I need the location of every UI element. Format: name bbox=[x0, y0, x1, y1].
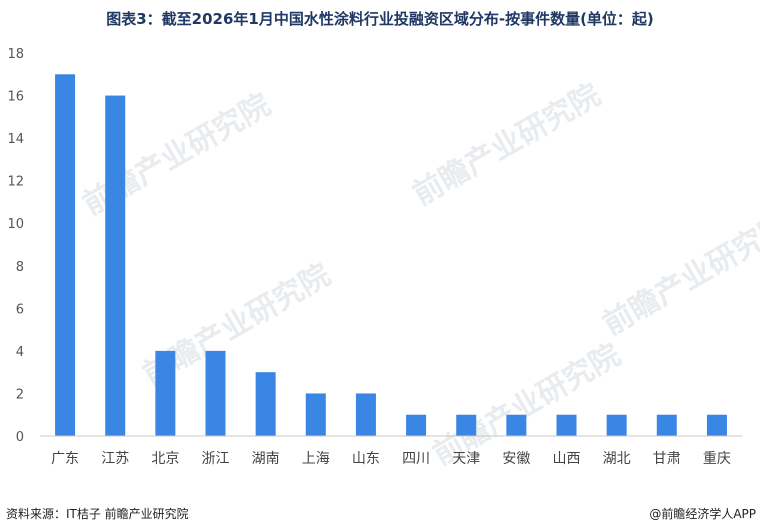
x-axis-labels: 广东 江苏 北京 浙江 湖南 上海 山东 四川 天津 安徽 山西 湖北 甘肃 重庆 bbox=[51, 451, 731, 467]
y-tick-label: 2 bbox=[16, 387, 24, 402]
bar-北京 bbox=[155, 350, 176, 436]
y-tick-label: 4 bbox=[16, 345, 24, 360]
y-tick-label: 10 bbox=[7, 217, 24, 232]
bar-山西 bbox=[556, 414, 577, 436]
bar-上海 bbox=[305, 393, 326, 436]
y-tick-label: 12 bbox=[7, 175, 24, 190]
x-tick-label: 北京 bbox=[151, 451, 179, 467]
bar-四川 bbox=[406, 414, 427, 436]
bar-重庆 bbox=[706, 414, 727, 436]
x-tick-label: 重庆 bbox=[703, 451, 731, 467]
x-tick-label: 湖南 bbox=[252, 451, 280, 467]
y-tick-label: 14 bbox=[7, 132, 24, 147]
x-tick-label: 山西 bbox=[553, 451, 581, 467]
bar-湖南 bbox=[255, 372, 276, 436]
y-tick-label: 18 bbox=[7, 47, 24, 62]
y-axis-ticks: 0 2 4 6 8 10 12 14 16 18 bbox=[7, 47, 24, 445]
x-tick-label: 天津 bbox=[452, 451, 480, 467]
source-note: 资料来源：IT桔子 前瞻产业研究院 bbox=[6, 507, 189, 521]
x-tick-label: 广东 bbox=[51, 451, 79, 467]
bar-江苏 bbox=[105, 95, 126, 437]
bar-湖北 bbox=[606, 414, 627, 436]
x-tick-label: 上海 bbox=[302, 451, 330, 467]
x-tick-label: 四川 bbox=[402, 451, 430, 467]
x-tick-label: 浙江 bbox=[202, 451, 230, 467]
x-tick-label: 山东 bbox=[352, 451, 380, 467]
y-tick-label: 6 bbox=[16, 302, 24, 317]
bar-广东 bbox=[55, 74, 76, 437]
bar-安徽 bbox=[506, 414, 527, 436]
bar-山东 bbox=[355, 393, 376, 436]
bar-天津 bbox=[456, 414, 477, 436]
x-tick-label: 湖北 bbox=[603, 451, 631, 467]
x-tick-label: 江苏 bbox=[101, 451, 129, 467]
x-tick-label: 安徽 bbox=[502, 451, 530, 467]
bar-浙江 bbox=[205, 350, 226, 436]
bars bbox=[55, 74, 727, 437]
bar-甘肃 bbox=[656, 414, 677, 436]
brand-label: @前瞻经济学人APP bbox=[649, 507, 756, 521]
y-tick-label: 8 bbox=[16, 260, 24, 275]
x-tick-label: 甘肃 bbox=[653, 451, 681, 467]
y-tick-label: 0 bbox=[16, 430, 24, 445]
footer: 资料来源：IT桔子 前瞻产业研究院 @前瞻经济学人APP bbox=[0, 503, 760, 523]
chart-title: 图表3：截至2026年1月中国水性涂料行业投融资区域分布-按事件数量(单位：起) bbox=[106, 10, 654, 28]
y-tick-label: 16 bbox=[7, 90, 24, 105]
